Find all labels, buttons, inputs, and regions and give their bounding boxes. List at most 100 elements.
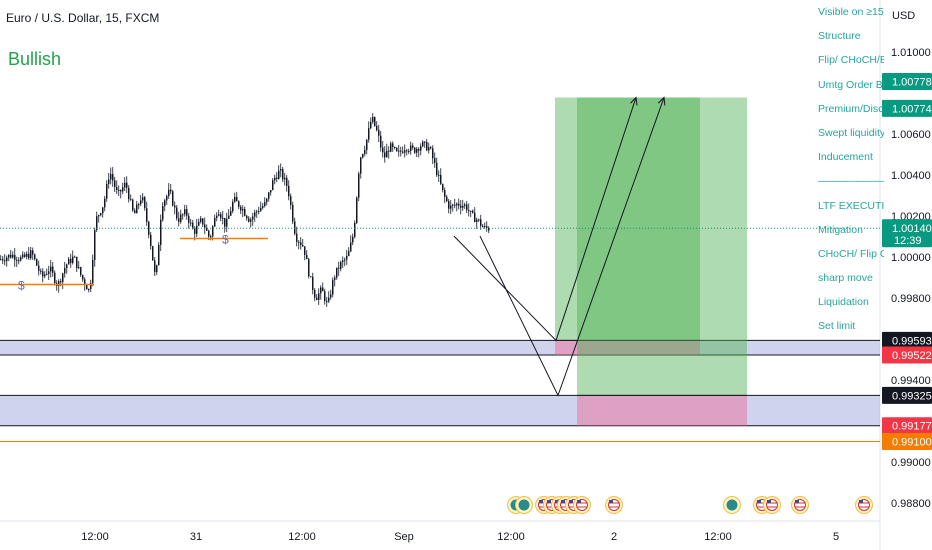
candle-body bbox=[124, 182, 126, 188]
candle-body bbox=[290, 196, 292, 206]
candle-body bbox=[254, 212, 256, 217]
candle-body bbox=[170, 189, 172, 192]
candle-body bbox=[64, 268, 66, 274]
event-markers[interactable] bbox=[507, 496, 873, 514]
candle-body bbox=[36, 259, 38, 266]
candle-body bbox=[366, 139, 368, 150]
candle-body bbox=[158, 244, 160, 266]
candle-body bbox=[402, 151, 404, 153]
candle-body bbox=[292, 205, 294, 222]
candle-body bbox=[386, 150, 388, 158]
legend-item: Visible on ≥15M,1H bbox=[818, 6, 884, 18]
candle-body bbox=[44, 274, 46, 277]
candle-body bbox=[46, 273, 48, 275]
price-badge-label: 0.99593 bbox=[892, 335, 932, 347]
legend-item: ———————— bbox=[818, 175, 884, 188]
candle-body bbox=[194, 228, 196, 234]
candle-body bbox=[408, 150, 410, 152]
candle-body bbox=[4, 260, 6, 262]
price-tick-label: 0.99800 bbox=[891, 293, 931, 305]
candle-body bbox=[90, 283, 92, 290]
us-event-icon[interactable] bbox=[573, 496, 591, 514]
price-badge bbox=[882, 331, 932, 349]
candle-body bbox=[418, 148, 420, 151]
candle-body bbox=[324, 291, 326, 302]
candle-body bbox=[460, 205, 462, 208]
candle-body bbox=[40, 270, 42, 272]
candle-body bbox=[102, 207, 104, 214]
candle-body bbox=[52, 266, 54, 273]
candle-body bbox=[268, 192, 270, 199]
candle-body bbox=[204, 224, 206, 229]
positions bbox=[555, 97, 747, 426]
price-axis[interactable]: 0.988000.990000.994000.998001.000001.002… bbox=[882, 47, 932, 510]
candle-body bbox=[424, 141, 426, 143]
candle-body bbox=[362, 154, 364, 158]
candle-body bbox=[334, 277, 336, 280]
candle-body bbox=[374, 116, 376, 126]
candle-body bbox=[148, 221, 150, 235]
candle-body bbox=[262, 206, 264, 208]
us-event-icon[interactable] bbox=[855, 496, 873, 514]
candle-body bbox=[392, 143, 394, 148]
price-badge-label: 0.99522 bbox=[892, 350, 932, 362]
candle-body bbox=[166, 196, 168, 201]
candle-body bbox=[68, 258, 70, 265]
price-tick-label: 1.00000 bbox=[891, 252, 931, 264]
candle-body bbox=[398, 150, 400, 152]
candle-body bbox=[156, 265, 158, 273]
candle-body bbox=[456, 203, 458, 206]
candle-body bbox=[206, 228, 208, 231]
liquidity-mark-label: $ bbox=[18, 278, 25, 292]
price-badge bbox=[882, 346, 932, 364]
candle-body bbox=[6, 257, 8, 262]
symbol-title: Euro / U.S. Dollar, 15, FXCM bbox=[6, 11, 160, 25]
candle-body bbox=[412, 145, 414, 148]
candle-body bbox=[186, 209, 188, 216]
candle-body bbox=[422, 141, 424, 147]
candle-body bbox=[184, 209, 186, 215]
bias-label: Bullish bbox=[8, 49, 62, 69]
us-event-icon[interactable] bbox=[763, 496, 781, 514]
demand-zone bbox=[0, 395, 880, 426]
candle-body bbox=[2, 259, 4, 261]
candle-body bbox=[126, 182, 128, 188]
legend-item: LTF EXECUTION bbox=[818, 199, 884, 212]
candle-body bbox=[66, 264, 68, 269]
eu-event-icon[interactable] bbox=[515, 496, 533, 514]
candle-body bbox=[270, 190, 272, 193]
us-event-icon[interactable] bbox=[791, 496, 809, 514]
candle-body bbox=[320, 287, 322, 294]
candle-body bbox=[336, 267, 338, 278]
candle-body bbox=[128, 187, 130, 200]
candle-body bbox=[242, 209, 244, 211]
candle-body bbox=[118, 189, 120, 191]
candle-body bbox=[180, 214, 182, 222]
candle-body bbox=[248, 218, 250, 222]
drawings: $$ bbox=[0, 96, 880, 397]
time-axis[interactable]: 12:00 31 12:00 Sep 12:00 2 12:00 5 bbox=[81, 531, 839, 543]
candle-body bbox=[340, 262, 342, 269]
candle-body bbox=[426, 141, 428, 151]
candle-body bbox=[432, 148, 434, 159]
candle-body bbox=[142, 197, 144, 201]
candle-body bbox=[16, 259, 18, 261]
candle-body bbox=[18, 260, 20, 262]
candle-body bbox=[10, 254, 12, 258]
candle-body bbox=[76, 256, 78, 269]
long-position-target bbox=[555, 97, 700, 341]
candle-body bbox=[98, 215, 100, 217]
price-badge-label: 0.99325 bbox=[892, 390, 932, 402]
candle-body bbox=[152, 246, 154, 261]
candle-body bbox=[332, 279, 334, 295]
candle-body bbox=[352, 236, 354, 243]
candle-body bbox=[472, 210, 474, 213]
price-badge bbox=[882, 219, 932, 248]
us-event-icon[interactable] bbox=[605, 496, 623, 514]
candle-body bbox=[86, 285, 88, 290]
eu-event-icon[interactable] bbox=[723, 496, 741, 514]
candle-body bbox=[342, 260, 344, 263]
candle-body bbox=[172, 191, 174, 206]
candle-body bbox=[296, 233, 298, 242]
